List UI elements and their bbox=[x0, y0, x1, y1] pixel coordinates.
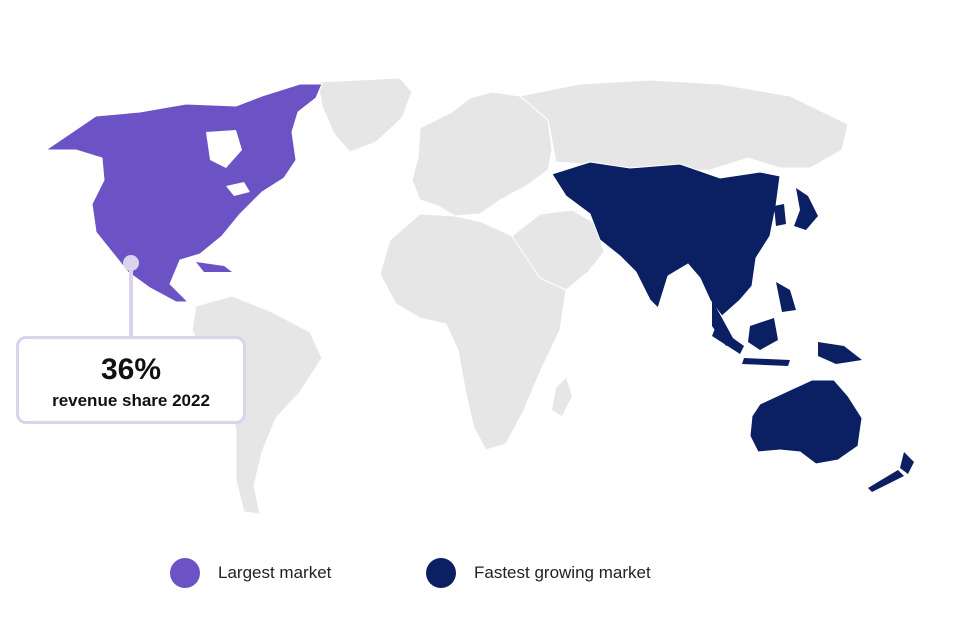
legend-swatch-largest bbox=[170, 558, 200, 588]
region-borneo bbox=[748, 318, 778, 350]
legend-item-fastest: Fastest growing market bbox=[426, 556, 651, 590]
callout-value: 36% bbox=[100, 353, 162, 386]
region-madagascar bbox=[552, 378, 572, 416]
region-north-america bbox=[44, 83, 323, 303]
region-asia-mainland bbox=[551, 161, 781, 317]
region-africa bbox=[379, 213, 567, 451]
region-australia bbox=[749, 379, 863, 465]
region-caribbean bbox=[196, 262, 232, 272]
map-legend: Largest market Fastest growing market bbox=[0, 556, 960, 590]
region-greenland bbox=[317, 77, 413, 153]
region-malay bbox=[712, 300, 734, 346]
region-north-asia bbox=[518, 79, 849, 173]
legend-label-largest: Largest market bbox=[218, 563, 332, 582]
region-new-zealand bbox=[900, 452, 914, 474]
region-java bbox=[742, 358, 790, 366]
region-great-lakes bbox=[226, 182, 250, 196]
region-europe bbox=[411, 91, 553, 217]
callout-label: revenue share 2022 bbox=[52, 391, 210, 410]
revenue-callout: 36% revenue share 2022 bbox=[16, 336, 246, 424]
region-sumatra bbox=[712, 326, 744, 354]
legend-label-fastest: Fastest growing market bbox=[474, 563, 651, 582]
region-korea bbox=[774, 204, 786, 226]
legend-item-largest: Largest market bbox=[170, 556, 331, 590]
region-hudson-bay bbox=[206, 130, 242, 168]
world-map bbox=[44, 77, 914, 515]
legend-swatch-fastest bbox=[426, 558, 456, 588]
region-new-zealand-south bbox=[868, 470, 904, 492]
region-new-guinea bbox=[818, 342, 862, 364]
region-japan bbox=[794, 188, 818, 230]
region-philippines bbox=[776, 282, 796, 312]
region-middle-east bbox=[511, 209, 605, 291]
callout-leader-line bbox=[129, 262, 133, 338]
